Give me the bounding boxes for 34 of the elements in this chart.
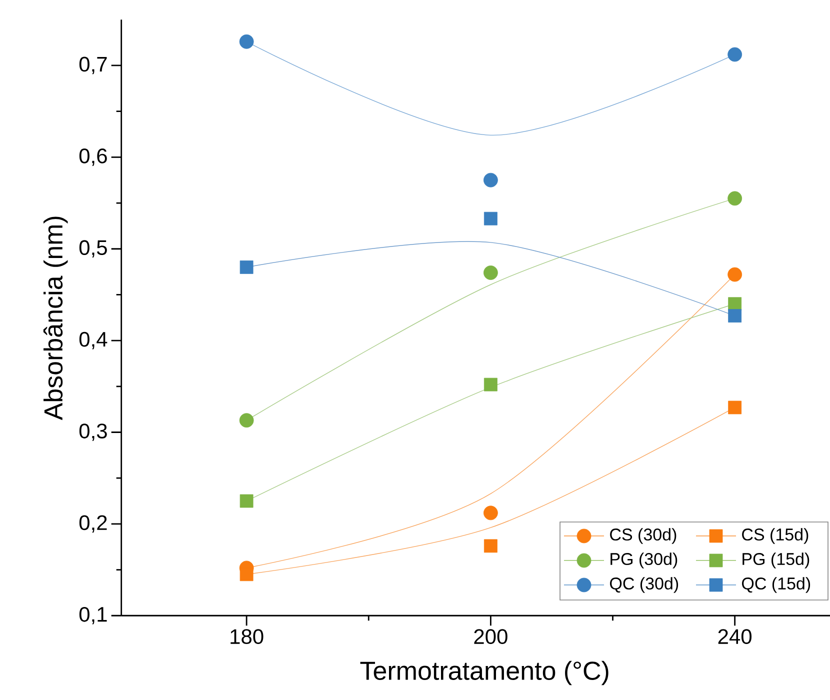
point xyxy=(728,47,742,62)
legend-label: PG (30d) xyxy=(610,552,678,568)
y-tick-label: 0,4 xyxy=(79,332,108,350)
y-tick-label: 0,5 xyxy=(79,240,107,258)
point xyxy=(484,378,498,392)
point xyxy=(483,506,498,520)
point xyxy=(240,260,254,274)
x-tick-label: 240 xyxy=(718,629,752,644)
point xyxy=(728,267,742,282)
point xyxy=(483,172,498,188)
point xyxy=(728,309,742,322)
point xyxy=(240,568,254,582)
y-axis-title: Absorbância (nm) xyxy=(43,216,68,420)
x-tick-label: 200 xyxy=(474,629,508,644)
y-tick-label: 0,6 xyxy=(79,148,107,166)
x-tick-label: 180 xyxy=(230,629,264,644)
y-tick-label: 0,1 xyxy=(79,606,107,624)
legend-label: QC (30d) xyxy=(610,577,678,593)
point xyxy=(239,34,254,49)
y-tick-label: 0,7 xyxy=(79,56,107,74)
point xyxy=(240,494,254,508)
y-tick-label: 0,3 xyxy=(79,424,107,441)
point xyxy=(728,191,742,206)
y-tick-label: 0,2 xyxy=(79,515,107,533)
point xyxy=(728,400,742,414)
point xyxy=(483,266,498,280)
legend-label: CS (30d) xyxy=(610,528,676,544)
point xyxy=(484,212,498,226)
legend-label: CS (15d) xyxy=(742,528,808,544)
point xyxy=(484,539,498,553)
point xyxy=(239,413,254,428)
legend-label: QC (15d) xyxy=(742,577,810,593)
legend-label: PG (15d) xyxy=(742,552,810,568)
x-axis-title: Termotratamento (°C) xyxy=(360,660,608,686)
